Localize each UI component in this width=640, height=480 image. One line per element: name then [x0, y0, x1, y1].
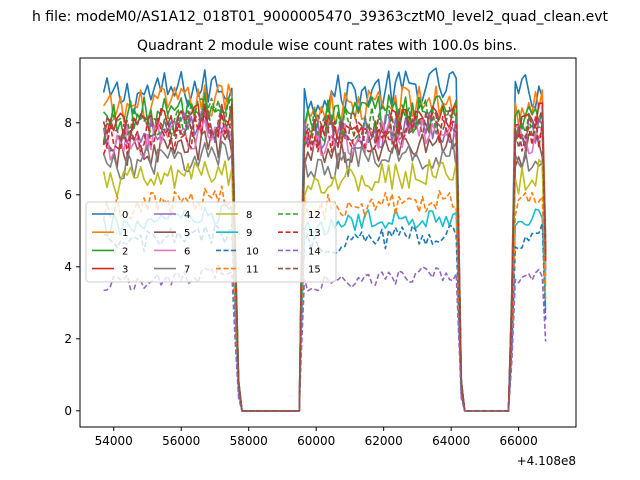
legend-label: 1 [122, 228, 128, 239]
legend-label: 13 [308, 228, 321, 239]
chart-title: Quadrant 2 module wise count rates with … [137, 38, 517, 54]
legend-label: 8 [246, 210, 252, 221]
y-tick-label: 4 [64, 260, 72, 274]
plot-frame [79, 57, 577, 428]
x-tick-label: 58000 [230, 434, 268, 448]
legend-label: 2 [122, 246, 128, 257]
y-tick-label: 8 [64, 116, 72, 130]
series-line-14 [103, 264, 547, 412]
legend-label: 14 [308, 246, 321, 257]
x-axis: 54000 56000 58000 60000 62000 64000 66000 [95, 427, 538, 448]
legend-label: 5 [184, 228, 190, 239]
x-tick-label: 64000 [432, 434, 470, 448]
legend-label: 12 [308, 210, 321, 221]
legend-label: 4 [184, 210, 190, 221]
legend-label: 11 [246, 265, 259, 276]
legend-box [85, 201, 337, 283]
y-tick-label: 6 [64, 188, 72, 202]
x-tick-label: 54000 [95, 434, 133, 448]
x-tick-label: 62000 [365, 434, 403, 448]
x-tick-label: 60000 [297, 434, 335, 448]
legend-label: 10 [246, 246, 259, 257]
legend-label: 7 [184, 265, 190, 276]
series-line-15 [102, 104, 547, 412]
y-axis: 0 2 4 6 8 [64, 116, 80, 418]
legend-label: 0 [122, 210, 128, 221]
y-tick-label: 2 [64, 332, 72, 346]
series-line-8 [102, 158, 547, 412]
legend-label: 9 [246, 228, 252, 239]
legend-label: 15 [308, 265, 321, 276]
legend-label: 3 [122, 265, 128, 276]
figure-suptitle: h file: modeM0/AS1A12_018T01_9000005470_… [32, 9, 609, 25]
y-tick-label: 0 [64, 404, 72, 418]
legend-label: 6 [184, 246, 190, 257]
x-tick-label: 66000 [500, 434, 538, 448]
x-tick-label: 56000 [162, 434, 200, 448]
x-offset-label: +4.108e8 [517, 454, 576, 468]
